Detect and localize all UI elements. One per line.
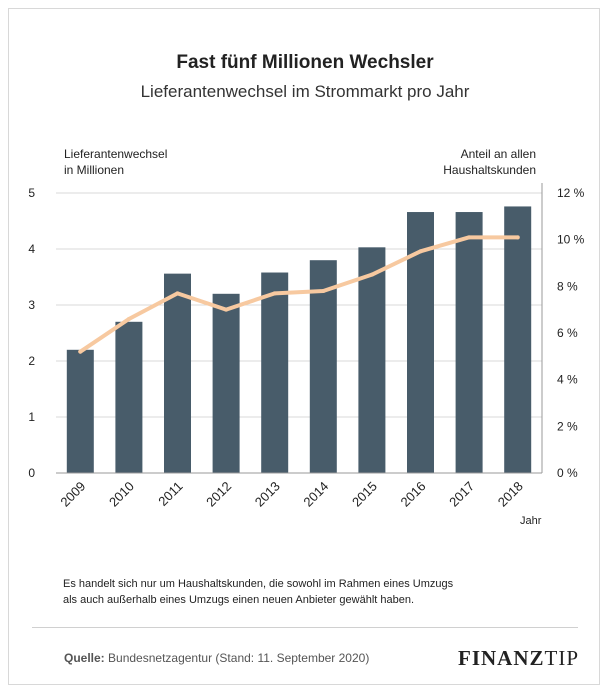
y2-tick-label: 6 % <box>557 326 578 340</box>
chart-card <box>8 8 600 685</box>
share-point <box>224 307 229 312</box>
y2-tick-label: 4 % <box>557 373 578 387</box>
y2-tick-label: 10 % <box>557 233 585 247</box>
footnote-line: als auch außerhalb eines Umzugs einen ne… <box>63 594 415 606</box>
footnote-line: Es handelt sich nur um Haushaltskunden, … <box>63 578 454 590</box>
bar <box>358 247 386 473</box>
y-tick-label: 2 <box>28 354 35 368</box>
share-point <box>78 349 83 354</box>
y2-tick-label: 12 % <box>557 186 585 200</box>
share-point <box>515 235 520 240</box>
right-axis-title: Anteil an allen Haushaltskunden <box>443 146 536 178</box>
left-axis-title-line: in Millionen <box>64 163 125 177</box>
left-axis-title-line: Lieferantenwechsel <box>64 147 168 161</box>
bar <box>66 349 94 473</box>
y-tick-label: 5 <box>28 186 35 200</box>
divider <box>32 627 578 628</box>
share-point <box>369 272 374 277</box>
logo-part-1: FINANZ <box>458 646 545 670</box>
y2-tick-label: 2 % <box>557 419 578 433</box>
bar <box>164 273 191 473</box>
x-tick-label: 2017 <box>446 479 477 510</box>
bar <box>504 206 532 473</box>
chart-subtitle: Lieferantenwechsel im Strommarkt pro Jah… <box>140 82 470 101</box>
source-text: Bundesnetzagentur (Stand: 11. September … <box>104 651 370 665</box>
share-point <box>467 235 472 240</box>
x-tick-label: 2016 <box>398 479 429 510</box>
share-point <box>321 289 326 293</box>
x-tick-label: 2012 <box>203 479 234 510</box>
y2-tick-label: 0 % <box>557 466 578 480</box>
x-tick-label: 2018 <box>495 479 526 510</box>
x-tick-label: 2015 <box>349 479 380 510</box>
x-tick-label: 2009 <box>57 479 88 510</box>
y2-tick-label: 8 % <box>557 279 578 293</box>
share-point <box>272 291 277 296</box>
x-tick-label: 2014 <box>300 479 331 510</box>
bar <box>212 293 240 473</box>
chart-title: Fast fünf Millionen Wechsler <box>176 52 434 73</box>
bar <box>309 260 337 473</box>
right-axis-title-line: Anteil an allen <box>460 147 536 161</box>
bar <box>261 272 289 473</box>
share-point <box>418 249 423 254</box>
x-axis-title: Jahr <box>520 515 542 527</box>
finanztip-logo: FINANZTIP <box>458 646 579 671</box>
y-tick-label: 3 <box>28 298 35 312</box>
share-point <box>126 317 131 321</box>
bar <box>455 212 483 474</box>
left-axis-title: Lieferantenwechsel in Millionen <box>64 146 167 178</box>
y-tick-label: 1 <box>28 410 35 424</box>
logo-part-2: TIP <box>544 646 580 670</box>
source: Quelle: Bundesnetzagentur (Stand: 11. Se… <box>64 651 369 665</box>
x-tick-label: 2011 <box>155 479 185 509</box>
bar <box>115 321 143 473</box>
y-tick-label: 0 <box>28 466 35 480</box>
y-tick-label: 4 <box>28 242 35 256</box>
right-axis-title-line: Haushaltskunden <box>443 163 536 177</box>
x-tick-label: 2013 <box>252 479 283 510</box>
share-line <box>78 235 520 354</box>
footnote: Es handelt sich nur um Haushaltskunden, … <box>63 576 563 608</box>
share-point <box>175 291 180 296</box>
x-tick-label: 2010 <box>106 479 137 510</box>
source-label: Quelle: <box>64 651 105 665</box>
